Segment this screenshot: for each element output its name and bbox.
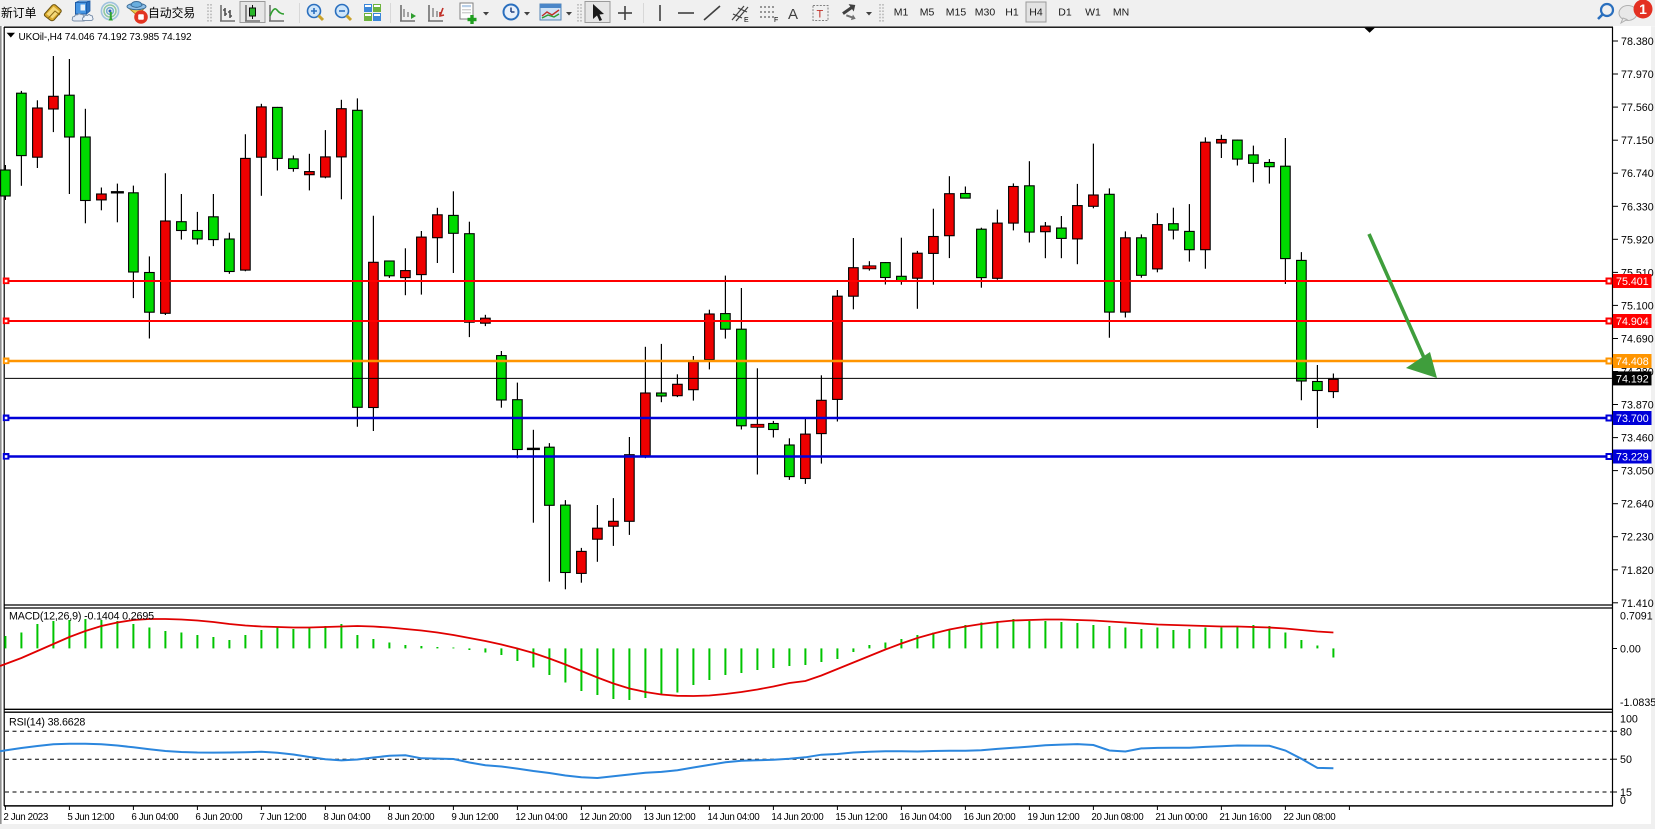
svg-text:T: T xyxy=(817,9,824,21)
svg-text:21 Jun 16:00: 21 Jun 16:00 xyxy=(1219,812,1272,823)
svg-text:12 Jun 20:00: 12 Jun 20:00 xyxy=(579,812,632,823)
svg-text:74.904: 74.904 xyxy=(1616,316,1649,328)
svg-text:71.820: 71.820 xyxy=(1621,565,1654,577)
svg-text:22 Jun 08:00: 22 Jun 08:00 xyxy=(1283,812,1336,823)
svg-text:12 Jun 04:00: 12 Jun 04:00 xyxy=(515,812,568,823)
svg-text:74.408: 74.408 xyxy=(1616,356,1649,368)
svg-text:21 Jun 00:00: 21 Jun 00:00 xyxy=(1155,812,1208,823)
svg-text:M30: M30 xyxy=(975,7,996,19)
svg-text:6 Jun 04:00: 6 Jun 04:00 xyxy=(131,812,179,823)
svg-text:A: A xyxy=(788,6,798,23)
svg-text:74.192: 74.192 xyxy=(1616,373,1649,385)
svg-text:15 Jun 12:00: 15 Jun 12:00 xyxy=(835,812,888,823)
svg-text:新订单: 新订单 xyxy=(1,6,37,20)
svg-text:9 Jun 12:00: 9 Jun 12:00 xyxy=(451,812,499,823)
svg-text:D1: D1 xyxy=(1058,7,1072,19)
svg-text:MN: MN xyxy=(1113,7,1129,19)
svg-text:71.410: 71.410 xyxy=(1621,598,1654,610)
svg-text:自动交易: 自动交易 xyxy=(148,6,195,20)
svg-text:75.401: 75.401 xyxy=(1616,276,1649,288)
svg-text:75.920: 75.920 xyxy=(1621,234,1654,246)
svg-text:77.560: 77.560 xyxy=(1621,102,1654,114)
svg-text:0: 0 xyxy=(1620,795,1626,807)
svg-text:MACD(12,26,9) -0.1404 0.2695: MACD(12,26,9) -0.1404 0.2695 xyxy=(9,611,154,623)
svg-text:UKOil-,H4 74.046 74.192 73.98: UKOil-,H4 74.046 74.192 73.985 74.192 xyxy=(19,32,193,43)
svg-text:73.050: 73.050 xyxy=(1621,466,1654,478)
svg-text:H4: H4 xyxy=(1029,7,1043,19)
svg-text:E: E xyxy=(744,17,749,24)
svg-text:13 Jun 12:00: 13 Jun 12:00 xyxy=(643,812,696,823)
svg-text:76.740: 76.740 xyxy=(1621,168,1654,180)
svg-text:1: 1 xyxy=(1639,1,1647,17)
svg-text:77.150: 77.150 xyxy=(1621,135,1654,147)
svg-text:76.330: 76.330 xyxy=(1621,201,1654,213)
svg-text:8 Jun 20:00: 8 Jun 20:00 xyxy=(387,812,435,823)
svg-text:5 Jun 12:00: 5 Jun 12:00 xyxy=(67,812,115,823)
svg-text:72.230: 72.230 xyxy=(1621,532,1654,544)
svg-text:14 Jun 20:00: 14 Jun 20:00 xyxy=(771,812,824,823)
svg-text:8 Jun 04:00: 8 Jun 04:00 xyxy=(323,812,371,823)
svg-text:73.870: 73.870 xyxy=(1621,400,1654,412)
svg-text:16 Jun 04:00: 16 Jun 04:00 xyxy=(899,812,952,823)
svg-text:78.380: 78.380 xyxy=(1621,36,1654,48)
svg-text:100: 100 xyxy=(1620,714,1638,726)
svg-text:72.640: 72.640 xyxy=(1621,499,1654,511)
svg-text:6 Jun 20:00: 6 Jun 20:00 xyxy=(195,812,243,823)
svg-text:80: 80 xyxy=(1620,726,1632,738)
svg-text:15: 15 xyxy=(1620,787,1632,799)
svg-text:W1: W1 xyxy=(1085,7,1101,19)
svg-text:7 Jun 12:00: 7 Jun 12:00 xyxy=(259,812,307,823)
svg-text:77.970: 77.970 xyxy=(1621,69,1654,81)
svg-text:2 Jun 2023: 2 Jun 2023 xyxy=(3,812,48,823)
svg-text:50: 50 xyxy=(1620,754,1632,766)
svg-text:74.690: 74.690 xyxy=(1621,334,1654,346)
svg-text:19 Jun 12:00: 19 Jun 12:00 xyxy=(1027,812,1080,823)
svg-text:M15: M15 xyxy=(946,7,967,19)
svg-text:RSI(14) 38.6628: RSI(14) 38.6628 xyxy=(9,717,85,729)
svg-text:73.229: 73.229 xyxy=(1616,452,1649,464)
svg-text:-1.0835: -1.0835 xyxy=(1620,697,1655,709)
svg-text:73.700: 73.700 xyxy=(1616,413,1649,425)
svg-text:M1: M1 xyxy=(894,7,909,19)
svg-text:75.100: 75.100 xyxy=(1621,300,1654,312)
svg-text:F: F xyxy=(774,17,778,24)
svg-text:73.460: 73.460 xyxy=(1621,433,1654,445)
svg-text:0.7091: 0.7091 xyxy=(1620,611,1653,623)
svg-text:14 Jun 04:00: 14 Jun 04:00 xyxy=(707,812,760,823)
svg-text:16 Jun 20:00: 16 Jun 20:00 xyxy=(963,812,1016,823)
svg-text:20 Jun 08:00: 20 Jun 08:00 xyxy=(1091,812,1144,823)
svg-text:0.00: 0.00 xyxy=(1620,644,1641,656)
svg-text:M5: M5 xyxy=(920,7,935,19)
svg-text:H1: H1 xyxy=(1005,7,1019,19)
